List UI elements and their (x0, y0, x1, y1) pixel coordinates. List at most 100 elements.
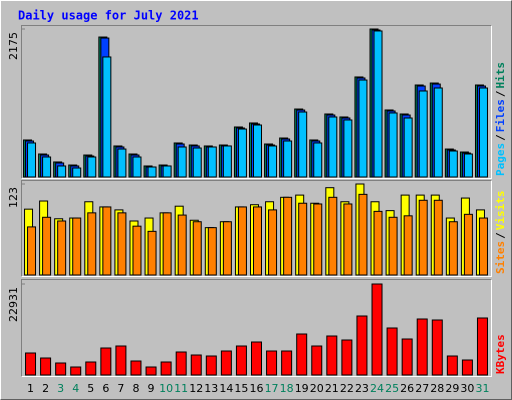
x-tick-label: 3 (57, 382, 64, 395)
x-tick-label: 10 (159, 382, 173, 395)
bar (296, 333, 308, 376)
bar (40, 357, 52, 376)
legend-separator: / (494, 90, 507, 97)
x-tick-label: 15 (234, 382, 248, 395)
bar (358, 79, 368, 178)
bar (27, 226, 37, 276)
legend-entry: Hits (494, 62, 507, 89)
bar (237, 128, 247, 178)
bar (177, 146, 187, 178)
bar (268, 145, 278, 178)
bar (313, 203, 323, 276)
x-tick-label: 9 (148, 382, 155, 395)
bar (147, 166, 157, 178)
bar (102, 206, 112, 276)
y-tick-label: 2175 (7, 32, 20, 60)
bar (298, 111, 308, 178)
bar (418, 90, 428, 178)
bar (177, 214, 187, 276)
bar (476, 317, 488, 376)
bar (42, 216, 52, 276)
bar (433, 87, 443, 178)
bar (57, 165, 67, 178)
x-tick-label: 11 (174, 382, 188, 395)
bar (403, 117, 413, 178)
bar (132, 156, 142, 178)
x-tick-label: 25 (385, 382, 399, 395)
bar (431, 319, 443, 376)
bar (102, 56, 112, 178)
bar (145, 366, 157, 376)
x-tick-label: 5 (87, 382, 94, 395)
bar (175, 351, 187, 376)
bar (222, 145, 232, 178)
x-tick-label: 16 (250, 382, 264, 395)
x-tick-label: 27 (415, 382, 429, 395)
x-tick-label: 8 (132, 382, 139, 395)
bar (85, 361, 97, 376)
legend: Sites /Visits (494, 191, 507, 275)
bar (162, 165, 172, 178)
y-tick-label: 123 (7, 187, 20, 208)
bar (401, 338, 413, 376)
bar (132, 225, 142, 276)
bar (55, 362, 67, 376)
bar (298, 202, 308, 276)
legend-entry: KBytes (494, 334, 507, 374)
legend-entry: Files (494, 99, 507, 132)
bar (160, 361, 172, 376)
bar (207, 227, 217, 276)
bar (358, 193, 368, 276)
bar (373, 30, 383, 178)
x-tick-label: 26 (400, 382, 414, 395)
panel-highlight (21, 25, 492, 179)
x-tick-label: 7 (117, 382, 124, 395)
bar (386, 327, 398, 376)
bar (87, 156, 97, 178)
bar (192, 147, 202, 178)
bar (190, 354, 202, 376)
bar (463, 153, 473, 178)
x-tick-label: 14 (219, 382, 233, 395)
bar (313, 142, 323, 178)
bar (235, 345, 247, 376)
bar (343, 119, 353, 178)
bar (373, 210, 383, 276)
panel-highlight (21, 180, 492, 277)
x-tick-label: 12 (189, 382, 203, 395)
bar (448, 221, 458, 276)
bar (461, 359, 473, 376)
x-tick-label: 29 (445, 382, 459, 395)
bar (356, 315, 368, 376)
bar (283, 196, 293, 276)
bar (446, 355, 458, 376)
bar (27, 142, 37, 178)
bar (478, 87, 488, 178)
x-tick-label: 31 (475, 382, 489, 395)
x-tick-label: 21 (325, 382, 339, 395)
x-tick-label: 2 (42, 382, 49, 395)
bar (341, 339, 353, 376)
bar (463, 213, 473, 276)
legend-entry: Pages (494, 143, 507, 176)
bar (403, 215, 413, 276)
x-tick-label: 22 (340, 382, 354, 395)
bar (328, 196, 338, 276)
chart-title: Daily usage for July 2021 (18, 9, 199, 23)
x-tick-label: 23 (355, 382, 369, 395)
bar (253, 124, 262, 178)
x-tick-label: 18 (280, 382, 294, 395)
bar (268, 209, 278, 276)
bar (478, 217, 488, 276)
bar (115, 345, 127, 376)
bar (237, 206, 247, 276)
legend-entry: Sites (494, 241, 507, 274)
x-tick-label: 1 (27, 382, 34, 395)
x-tick-label: 17 (265, 382, 279, 395)
bar (70, 366, 82, 376)
bar (416, 318, 428, 376)
bar (205, 355, 217, 376)
bar (117, 212, 127, 276)
bar (147, 230, 157, 276)
bar (207, 146, 217, 178)
